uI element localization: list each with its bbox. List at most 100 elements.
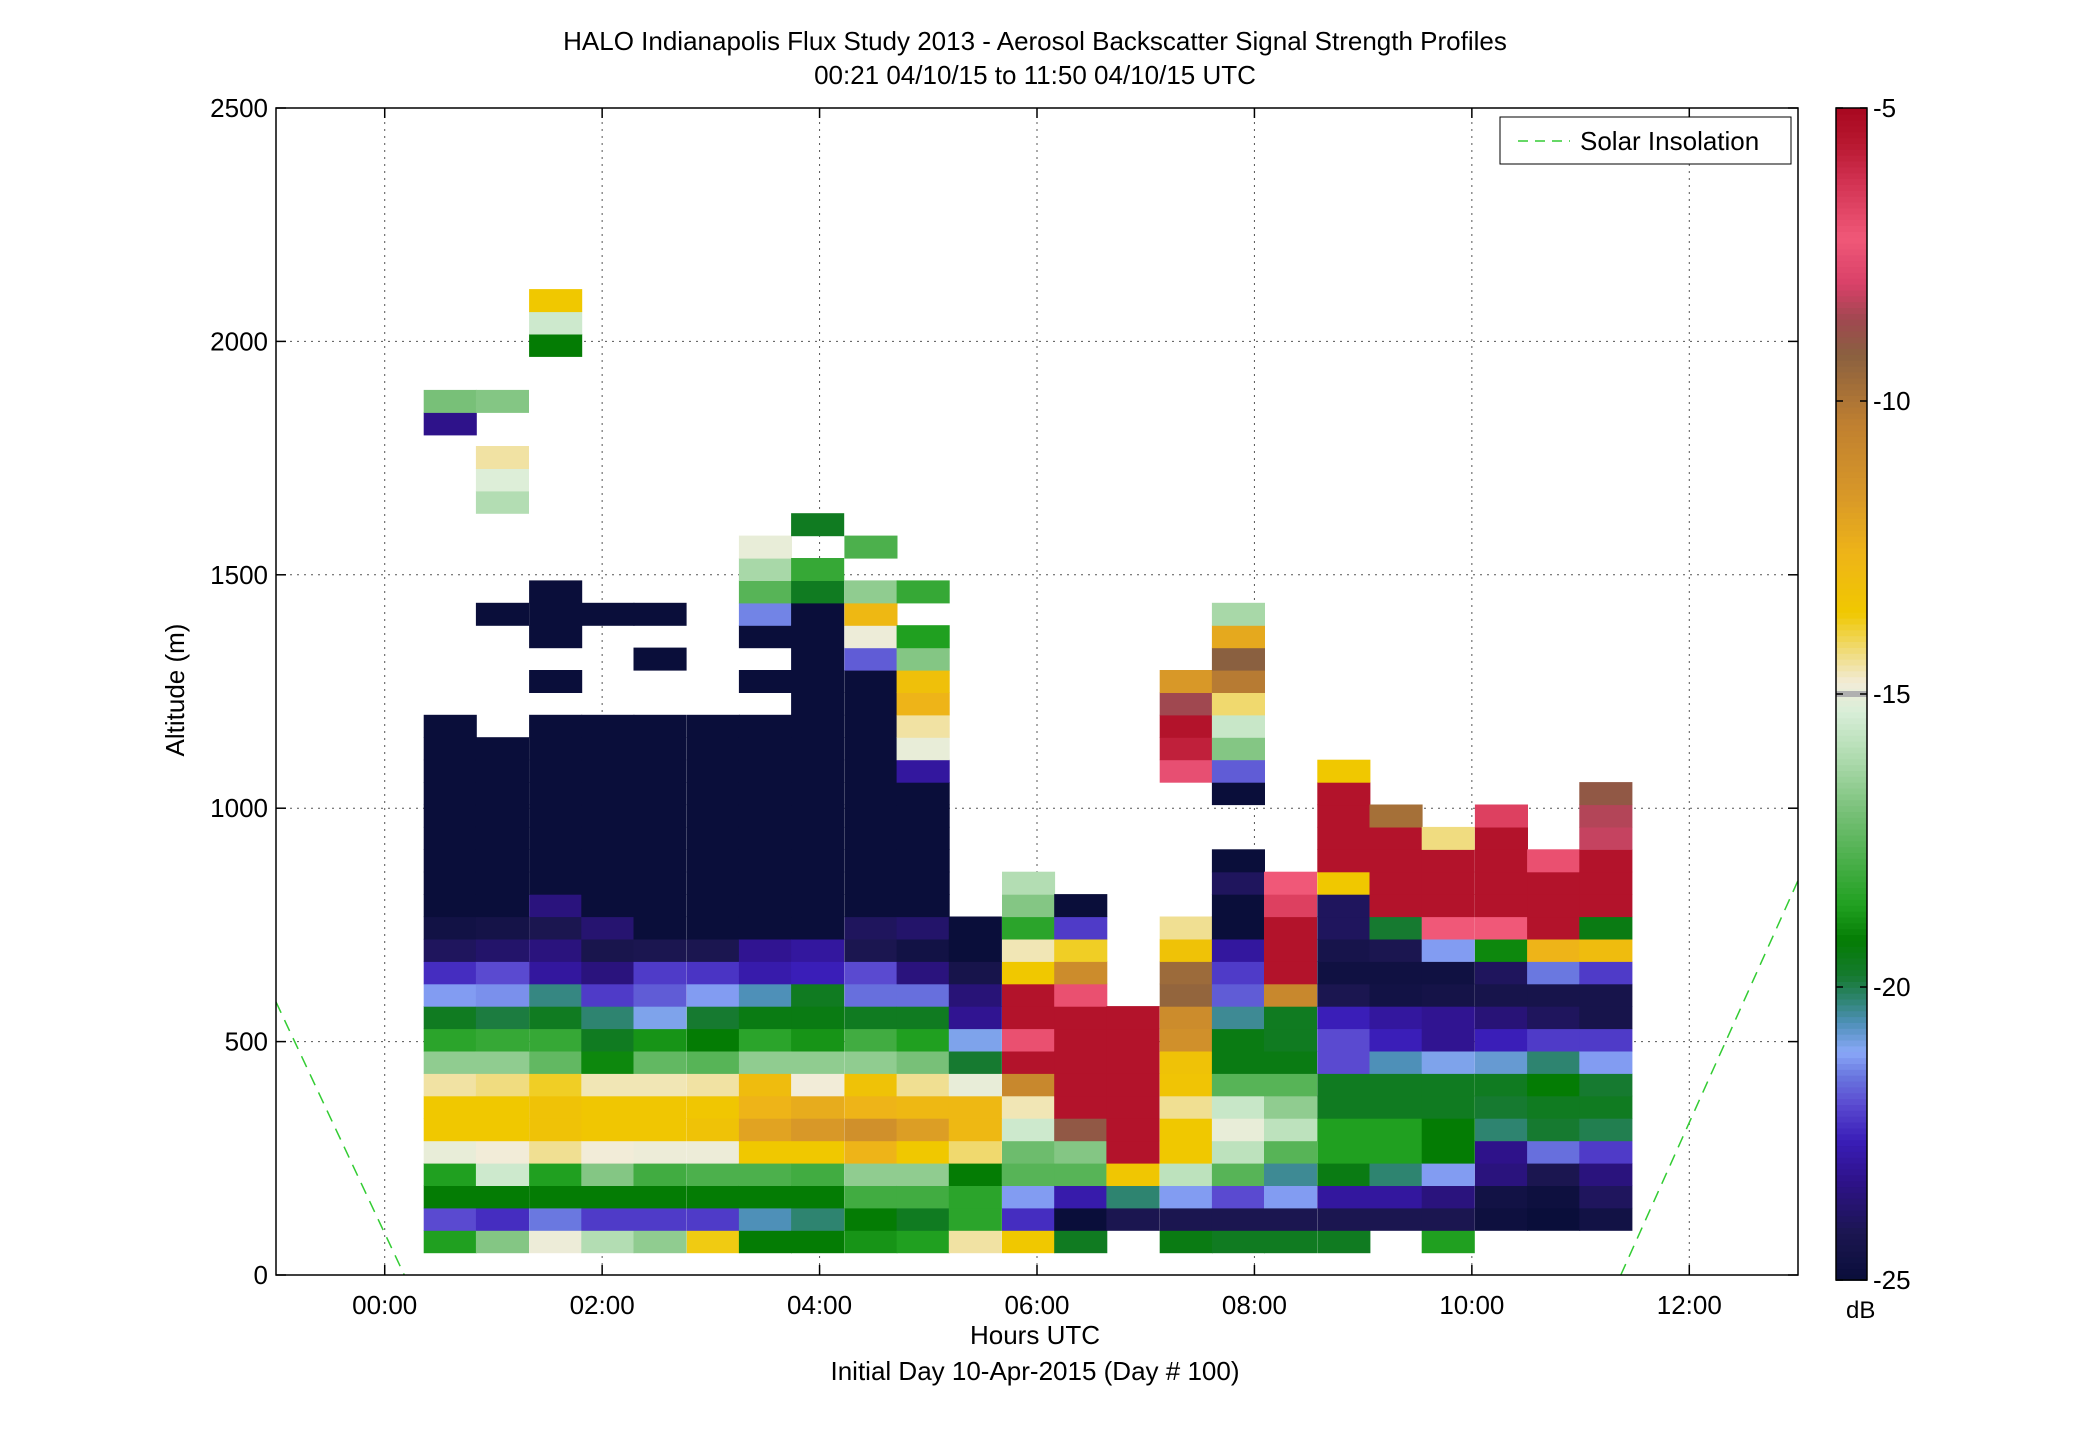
heatmap-cell [529, 1050, 583, 1074]
heatmap-cell [1579, 804, 1633, 828]
colorbar-segment [1836, 735, 1867, 742]
heatmap-cell [738, 782, 792, 806]
heatmap-cell [686, 849, 740, 873]
heatmap-cell [791, 1095, 845, 1119]
heatmap-cell [633, 1163, 687, 1186]
heatmap-cell [738, 670, 792, 693]
colorbar-segment [1836, 236, 1867, 244]
heatmap-cell [423, 961, 477, 985]
colorbar-segment [1836, 1256, 1867, 1264]
heatmap-cell [738, 1207, 792, 1231]
heatmap-cell [1106, 1185, 1160, 1209]
heatmap-cell [1159, 1230, 1213, 1254]
colorbar-segment [1836, 799, 1867, 807]
colorbar-segment [1836, 711, 1867, 719]
colorbar-segment [1836, 746, 1867, 754]
heatmap-cell [1264, 1185, 1318, 1209]
heatmap-cell [738, 602, 792, 626]
heatmap-cell [423, 894, 477, 918]
colorbar-segment [1836, 1110, 1867, 1117]
heatmap-cell [686, 1073, 740, 1097]
colorbar-segment [1836, 781, 1867, 789]
heatmap-cell [844, 938, 898, 962]
heatmap-cell [686, 961, 740, 985]
heatmap-cell [633, 826, 687, 850]
heatmap-cell [1106, 1207, 1160, 1231]
colorbar-segment [1836, 459, 1867, 467]
heatmap-cell [1369, 1140, 1423, 1164]
heatmap-cell [1159, 983, 1213, 1007]
colorbar-segment [1836, 231, 1867, 238]
heatmap-cell [686, 826, 740, 850]
colorbar-segment [1836, 664, 1867, 672]
colorbar-segment [1836, 442, 1867, 449]
heatmap-cell [1317, 1140, 1371, 1164]
x-tick-label: 06:00 [1004, 1290, 1069, 1320]
heatmap-cell [844, 759, 898, 783]
heatmap-cell [1527, 894, 1581, 918]
heatmap-cell [896, 1028, 950, 1052]
heatmap-cell [529, 1207, 583, 1231]
heatmap-cell [844, 737, 898, 761]
colorbar-segment [1836, 483, 1867, 490]
colorbar-segment [1836, 1104, 1867, 1111]
heatmap-cell [633, 871, 687, 895]
heatmap-cell [738, 1163, 792, 1186]
heatmap-cell [738, 1050, 792, 1074]
colorbar-segment [1836, 1162, 1867, 1170]
heatmap-cell [1264, 1028, 1318, 1052]
heatmap-cell [475, 1163, 529, 1186]
heatmap-cell [686, 1118, 740, 1142]
heatmap-cell [791, 647, 845, 671]
heatmap-cell [581, 1185, 635, 1209]
heatmap-cell [475, 1050, 529, 1074]
heatmap-cell [1369, 1163, 1423, 1186]
heatmap-cell [1369, 871, 1423, 895]
colorbar-segment [1836, 412, 1867, 420]
heatmap-cell [1054, 1163, 1108, 1186]
heatmap-cell [529, 938, 583, 962]
heatmap-cell [529, 849, 583, 873]
heatmap-cell [475, 1118, 529, 1142]
heatmap-cell [1474, 1073, 1528, 1097]
heatmap-cell [844, 580, 898, 604]
heatmap-cell [1369, 961, 1423, 985]
heatmap-cell [738, 1140, 792, 1164]
heatmap-cell [475, 938, 529, 962]
heatmap-cell [633, 894, 687, 918]
colorbar-segment [1836, 1028, 1867, 1035]
heatmap-cell [948, 1028, 1002, 1052]
colorbar-segment [1836, 260, 1867, 268]
heatmap-cell [1002, 983, 1056, 1007]
heatmap-cell [1421, 1073, 1475, 1097]
colorbar-segment [1836, 1238, 1867, 1246]
heatmap-cell [633, 1118, 687, 1142]
heatmap-cell [686, 1028, 740, 1052]
legend: Solar Insolation [1499, 116, 1792, 165]
heatmap-cell [896, 916, 950, 940]
x-axis-sublabel: Initial Day 10-Apr-2015 (Day # 100) [831, 1356, 1240, 1386]
colorbar-segment [1836, 1192, 1867, 1199]
heatmap-cell [475, 826, 529, 850]
colorbar-tick-label: -15 [1873, 679, 1911, 709]
colorbar-segment [1836, 201, 1867, 209]
heatmap-cell [738, 1073, 792, 1097]
heatmap-cell [581, 961, 635, 985]
heatmap-cell [1579, 1073, 1633, 1097]
heatmap-cell [1421, 961, 1475, 985]
heatmap-cell [896, 1073, 950, 1097]
colorbar-segment [1836, 975, 1867, 982]
heatmap-cell [1211, 1006, 1265, 1030]
colorbar-segment [1836, 1268, 1867, 1275]
heatmap-cell [738, 625, 792, 649]
heatmap-cell [1054, 1006, 1108, 1030]
heatmap-cell [686, 1050, 740, 1074]
colorbar-segment [1836, 377, 1867, 385]
colorbar-segment [1836, 963, 1867, 971]
colorbar-segment [1836, 899, 1867, 906]
colorbar-segment [1836, 313, 1867, 320]
heatmap-cell [1369, 826, 1423, 850]
heatmap-cell [423, 804, 477, 828]
heatmap-cell [1159, 1207, 1213, 1231]
heatmap-cell [1211, 961, 1265, 985]
